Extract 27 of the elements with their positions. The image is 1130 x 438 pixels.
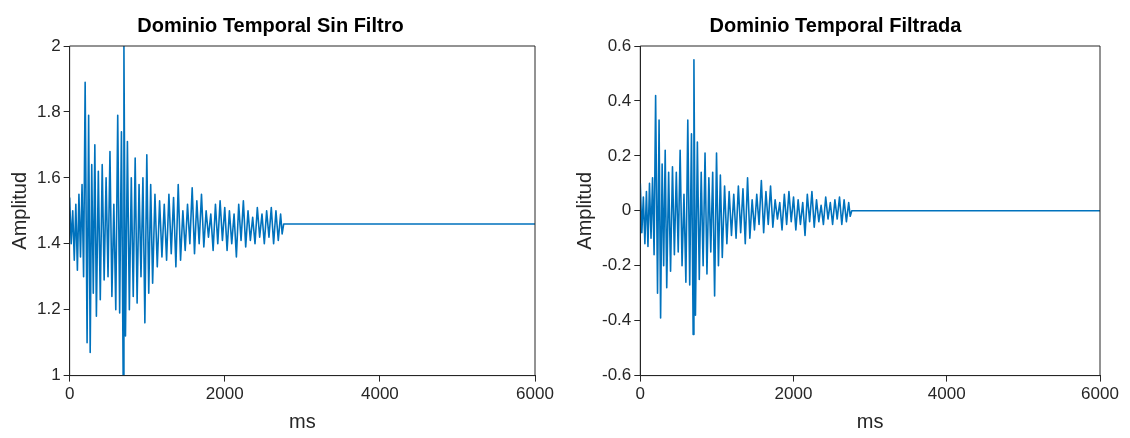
y-tick-label: -0.4 (602, 310, 632, 330)
y-tick-label: 0.6 (607, 35, 632, 55)
y-tick-label: 1 (51, 365, 61, 385)
y-tick-label: -0.2 (602, 255, 632, 275)
y-axis-title: Amplitud (572, 171, 595, 250)
x-tick-label: 2000 (774, 384, 813, 404)
chart-title: Dominio Temporal Sin Filtro (137, 13, 404, 36)
y-tick-label: 0.4 (607, 90, 632, 110)
x-tick-label: 0 (635, 384, 646, 404)
x-tick-label: 4000 (360, 384, 399, 404)
x-tick-label: 0 (64, 384, 75, 404)
x-axis-title: ms (288, 409, 316, 432)
y-tick-label: 1.8 (36, 101, 61, 121)
y-tick-label: -0.6 (602, 365, 632, 385)
chart-title: Dominio Temporal Filtrada (709, 13, 963, 36)
y-axis-title: Amplitud (7, 171, 30, 250)
y-tick-label: 1.2 (36, 299, 61, 319)
x-tick-label: 6000 (1081, 384, 1119, 404)
y-tick-label: 1.4 (36, 233, 61, 253)
y-tick-label: 1.6 (36, 167, 61, 187)
x-tick-label: 4000 (927, 384, 966, 404)
y-tick-label: 2 (51, 35, 61, 55)
y-tick-label: 0 (621, 200, 632, 220)
y-tick-label: 0.2 (607, 145, 632, 165)
x-tick-label: 2000 (205, 384, 244, 404)
x-axis-title: ms (856, 409, 884, 432)
x-tick-label: 6000 (516, 384, 554, 404)
